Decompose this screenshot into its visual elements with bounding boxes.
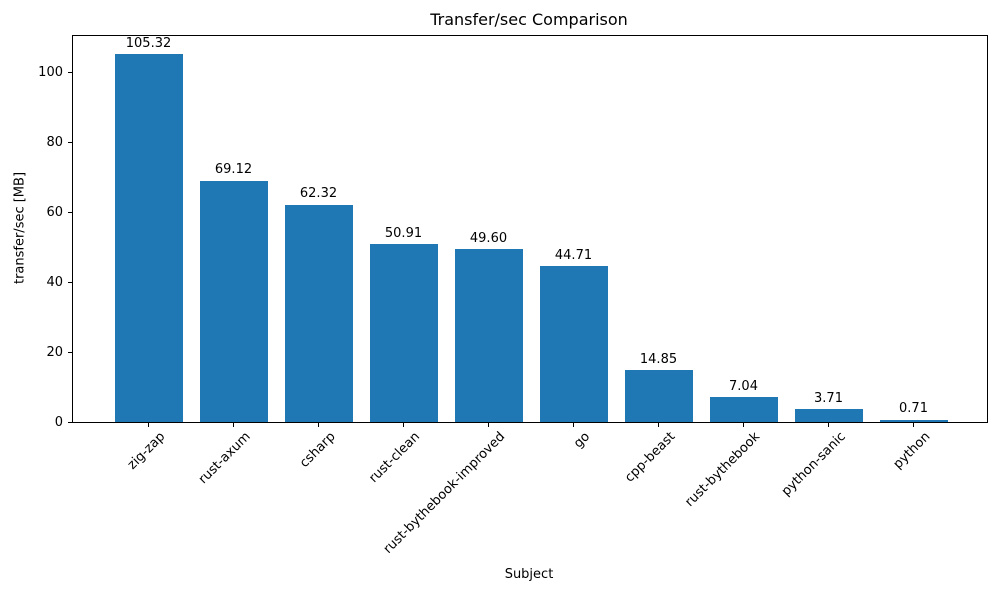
- bar-python-sanic: [794, 409, 863, 422]
- y-tick-label: 40: [46, 274, 63, 290]
- x-tick-mark: [573, 422, 574, 427]
- x-tick-mark: [233, 422, 234, 427]
- y-tick-mark: [68, 212, 73, 214]
- y-tick-label: 80: [46, 135, 63, 151]
- bar-value-label: 0.71: [899, 401, 928, 417]
- x-tick-label-go: go: [571, 429, 594, 452]
- y-axis-label: transfer/sec [MB]: [12, 171, 28, 285]
- bar-python: [879, 419, 948, 422]
- x-axis-label: Subject: [504, 567, 554, 582]
- x-tick-label-python: python: [890, 429, 934, 473]
- x-tick-mark: [828, 422, 829, 427]
- bar-rust-clean: [369, 244, 438, 422]
- x-tick-mark: [148, 422, 149, 427]
- y-tick-mark: [68, 142, 73, 144]
- x-tick-label-cpp-beast: cpp-beast: [622, 429, 679, 486]
- x-tick-label-rust-axum: rust-axum: [195, 429, 254, 488]
- bar-go: [539, 265, 608, 422]
- bar-value-label: 105.32: [125, 36, 172, 52]
- x-tick-mark: [318, 422, 319, 427]
- y-tick-mark: [68, 281, 73, 283]
- x-tick-mark: [403, 422, 404, 427]
- chart-title: Transfer/sec Comparison: [430, 10, 628, 29]
- bar-value-label: 50.91: [384, 226, 423, 242]
- y-tick-mark: [68, 351, 73, 353]
- bar-value-label: 44.71: [554, 247, 593, 263]
- x-tick-mark: [913, 422, 914, 427]
- plot-area: 0 20 40 60 80 100 105.32 zig-zap 69.12 rust-axum 6…: [38, 35, 988, 557]
- bar-value-label: 62.32: [299, 186, 338, 202]
- y-tick-mark: [68, 421, 73, 423]
- bar-value-label: 7.04: [729, 379, 758, 395]
- bar-csharp: [284, 204, 353, 422]
- bar-value-label: 49.60: [469, 230, 508, 246]
- y-tick-label: 20: [46, 344, 63, 360]
- bar-cpp-beast: [624, 370, 693, 422]
- y-tick-label: 60: [46, 205, 63, 221]
- y-tick-label: 0: [54, 414, 63, 430]
- x-tick-mark: [658, 422, 659, 427]
- y-tick-label: 100: [38, 65, 63, 81]
- x-tick-label-csharp: csharp: [296, 429, 339, 471]
- bar-value-label: 69.12: [214, 162, 253, 178]
- bar-zig-zap: [114, 54, 183, 422]
- x-tick-mark: [488, 422, 489, 427]
- x-tick-mark: [743, 422, 744, 427]
- y-tick-mark: [68, 72, 73, 74]
- bar-rust-bythebook: [709, 397, 778, 422]
- x-tick-label-python-sanic: python-sanic: [778, 429, 849, 500]
- bar-rust-axum: [199, 180, 268, 422]
- bar-value-label: 14.85: [639, 351, 678, 367]
- bar-rust-bythebook-improved: [454, 248, 523, 422]
- x-tick-label-rust-clean: rust-clean: [366, 429, 424, 486]
- x-tick-label-rust-bythebook: rust-bythebook: [682, 429, 764, 510]
- x-tick-label-zig-zap: zig-zap: [124, 429, 169, 473]
- bar-value-label: 3.71: [814, 390, 843, 406]
